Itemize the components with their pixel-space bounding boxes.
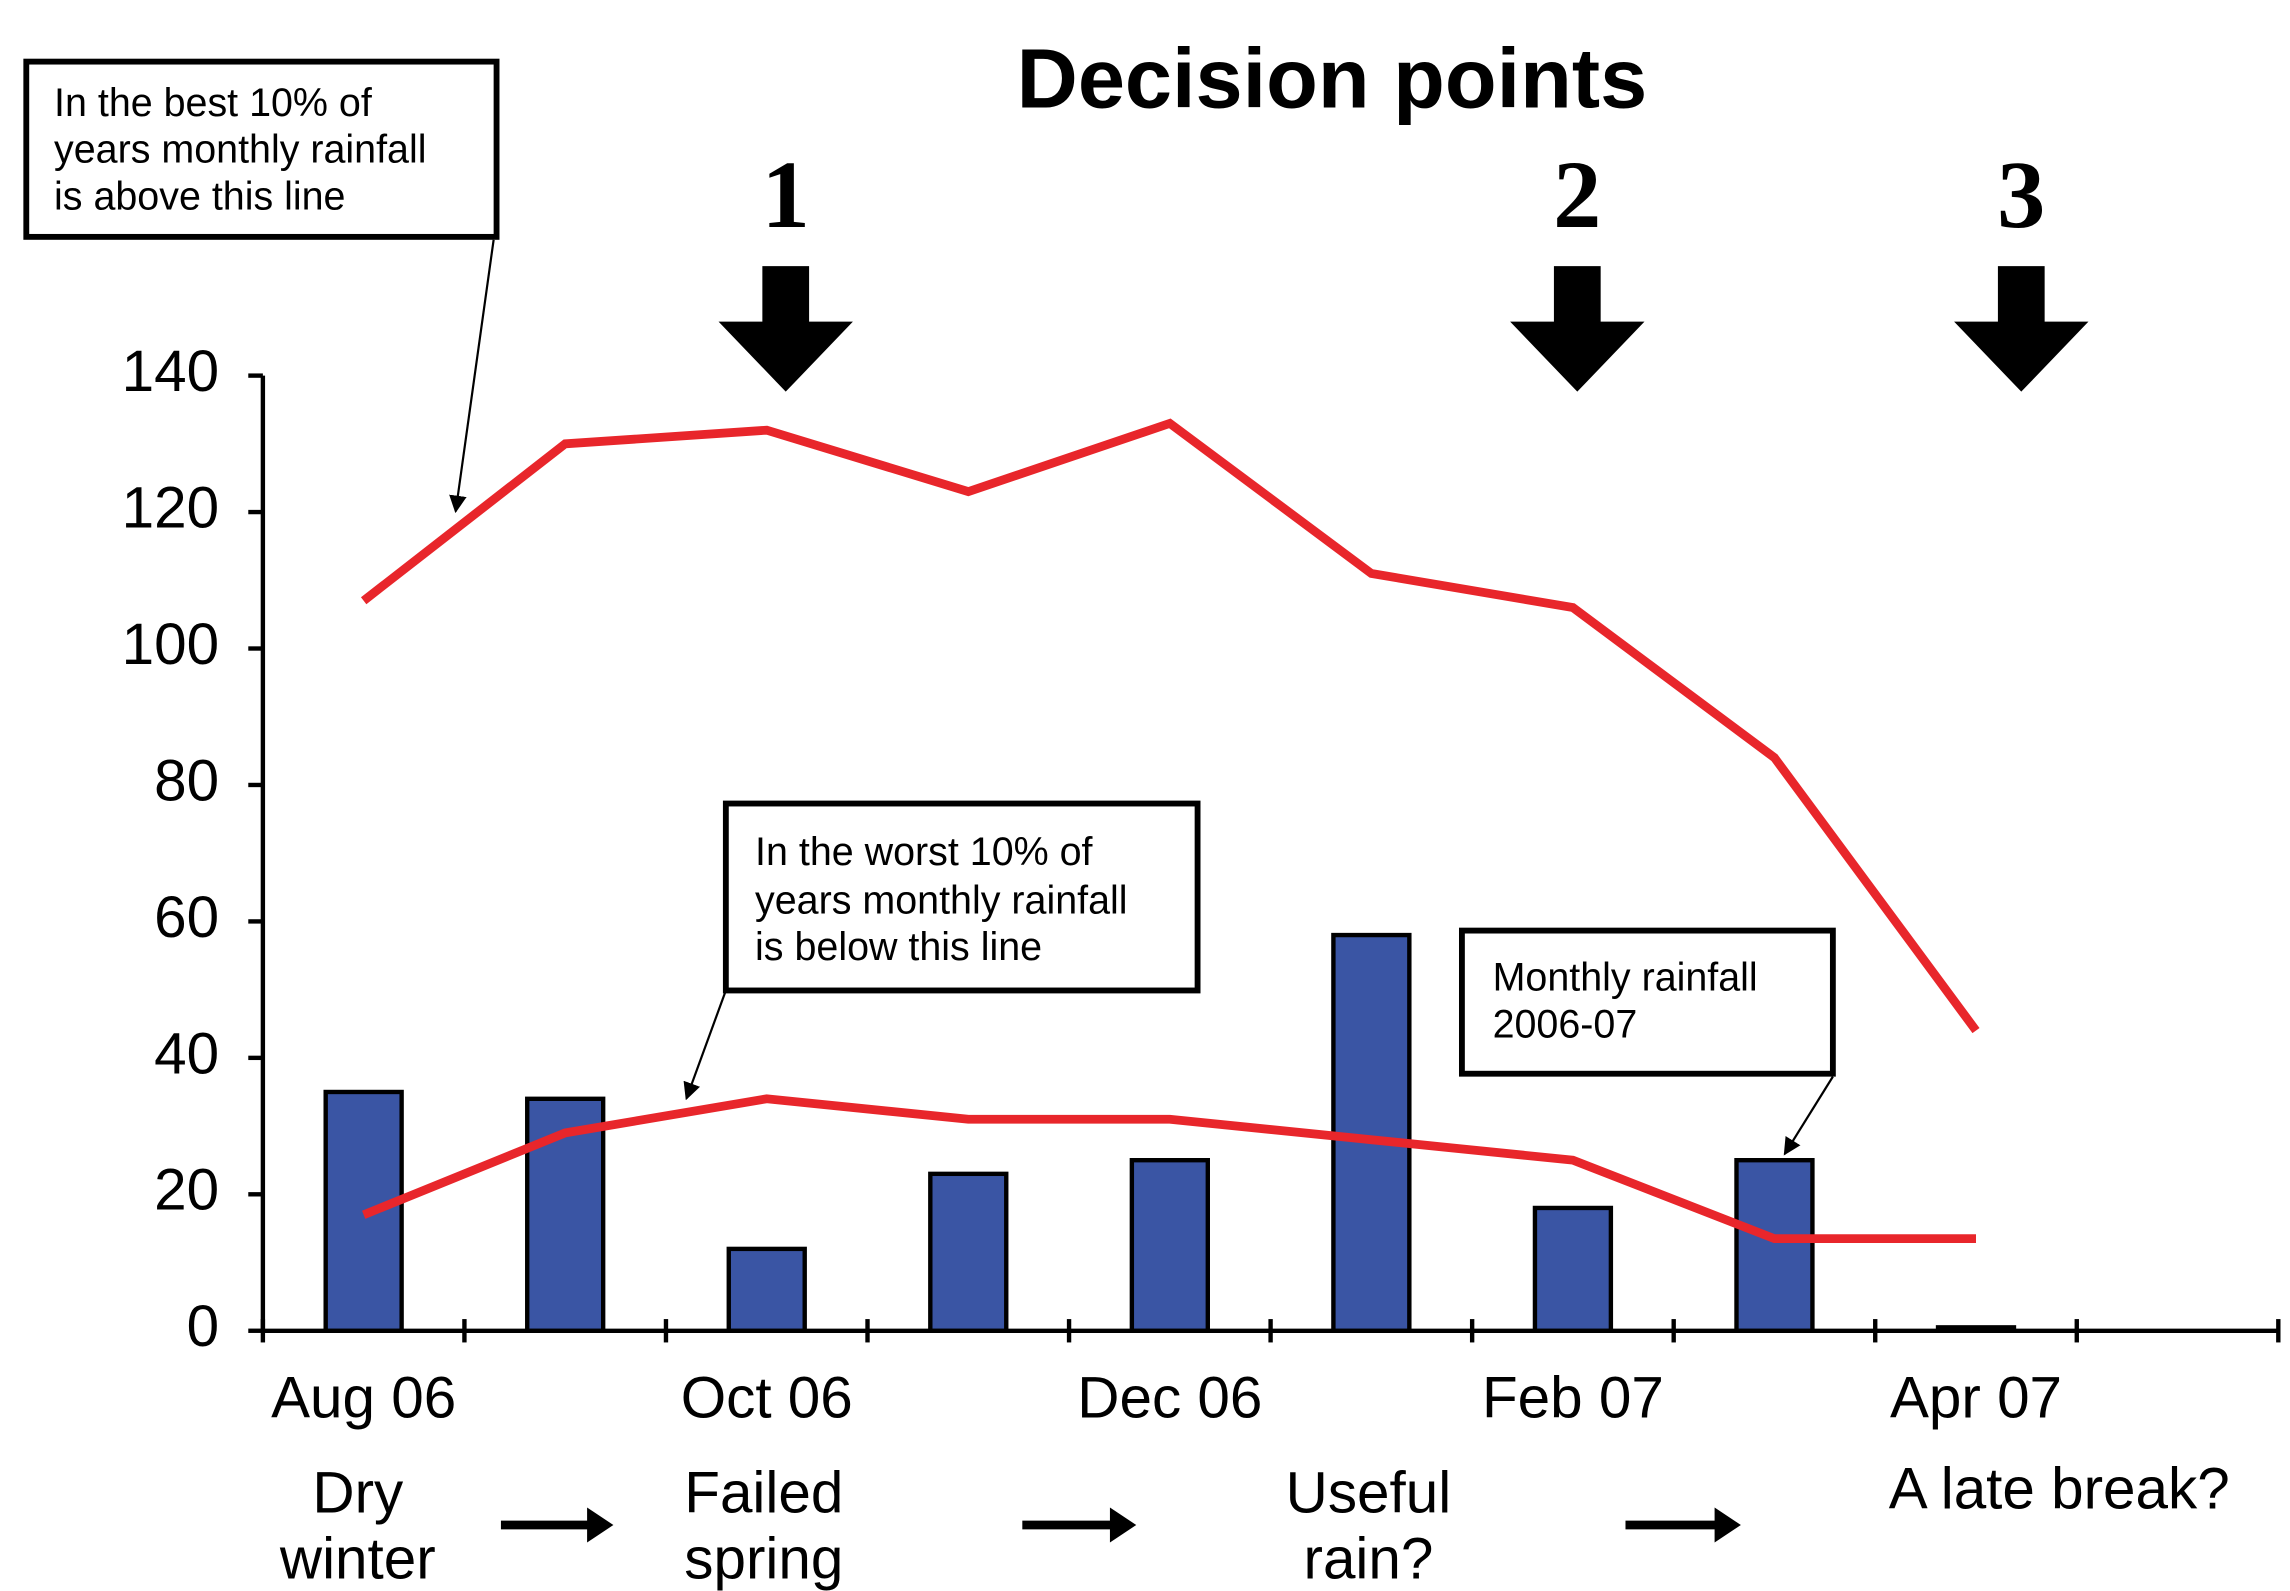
y-tick-label: 100 (122, 612, 219, 677)
annotation-text: years monthly rainfall (755, 878, 1127, 922)
x-tick-label: Aug 06 (271, 1366, 456, 1431)
decision-arrow (718, 266, 853, 392)
x-tick-label: Feb 07 (1482, 1366, 1664, 1431)
x-tick-label: Dec 06 (1077, 1366, 1262, 1431)
y-tick-label: 40 (154, 1021, 219, 1086)
decision-number: 1 (762, 141, 810, 248)
annotation-text: years monthly rainfall (54, 128, 426, 172)
bar (928, 1171, 1009, 1333)
decision-number: 2 (1553, 141, 1601, 248)
stage-label: rain? (1304, 1526, 1434, 1591)
annotation-text: is above this line (54, 174, 345, 218)
stage-label: Failed (684, 1461, 843, 1526)
bar (1129, 1158, 1210, 1333)
annotation-arrow (449, 239, 495, 514)
y-tick-label: 20 (154, 1158, 219, 1223)
stage-label: Useful (1286, 1461, 1452, 1526)
x-tick-label: Apr 07 (1890, 1366, 2062, 1431)
bar (323, 1089, 404, 1333)
annotation-box (1458, 927, 1836, 1077)
y-tick-label: 60 (154, 885, 219, 950)
annotation-arrow (683, 990, 727, 1101)
y-tick-label: 0 (187, 1294, 219, 1359)
bar (1935, 1325, 2017, 1333)
bar (726, 1246, 807, 1333)
line (362, 1094, 1977, 1244)
stage-arrow-head (1109, 1507, 1137, 1543)
y-tick-label: 80 (154, 748, 219, 813)
annotation-text: In the worst 10% of (755, 830, 1094, 874)
line (360, 418, 1980, 1034)
stage-label: A late break? (1889, 1456, 2230, 1521)
decision-arrow (1954, 266, 2089, 392)
chart-title: Decision points (1017, 30, 1648, 125)
annotation-text: In the best 10% of (54, 81, 373, 125)
annotation-arrow (1783, 1076, 1834, 1156)
y-tick-label: 140 (122, 339, 219, 404)
stage-label: winter (279, 1526, 436, 1591)
stage-label: Dry (312, 1461, 404, 1526)
decision-arrow (1510, 266, 1645, 392)
stage-arrow-head (1714, 1507, 1741, 1543)
stage-arrow-head (587, 1507, 614, 1543)
x-tick-label: Oct 06 (681, 1366, 853, 1431)
bar (1734, 1158, 1815, 1333)
annotation-text: Monthly rainfall (1493, 956, 1758, 1000)
annotation-text: 2006-07 (1493, 1002, 1638, 1046)
annotation-box (722, 800, 1201, 994)
bar (1532, 1205, 1614, 1333)
annotation-text: is below this line (755, 925, 1042, 969)
stage-label: spring (684, 1526, 843, 1591)
annotation-box (23, 58, 500, 240)
y-tick-label: 120 (122, 475, 219, 540)
decision-number: 3 (1997, 141, 2045, 248)
